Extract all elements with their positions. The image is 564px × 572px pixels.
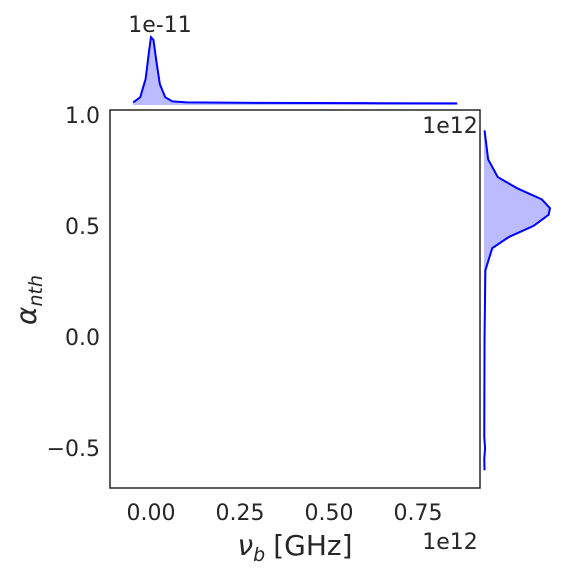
x-label-unit: [GHz] bbox=[273, 529, 352, 562]
right-offset: 1e12 bbox=[422, 114, 478, 139]
x-tick-label: 0.25 bbox=[215, 501, 264, 526]
y-label-symbol: α bbox=[10, 306, 43, 325]
x-label: νb [GHz] bbox=[238, 529, 353, 566]
axes-frame bbox=[109, 109, 481, 489]
y-label-sub: nth bbox=[25, 275, 47, 307]
x-tick-label: 0.00 bbox=[126, 501, 175, 526]
top-kde-line bbox=[132, 35, 458, 105]
x-label-symbol: ν bbox=[238, 529, 254, 562]
x-offset: 1e12 bbox=[422, 530, 478, 555]
x-tick-label: 0.50 bbox=[305, 501, 354, 526]
x-tick-label: 0.75 bbox=[394, 501, 443, 526]
y-tick-label: 1.0 bbox=[65, 104, 100, 129]
x-label-sub: b bbox=[253, 544, 265, 566]
right-kde-area bbox=[484, 130, 550, 471]
right-kde-line bbox=[483, 130, 552, 471]
y-label: αnth bbox=[10, 275, 47, 325]
y-tick-label: 0.5 bbox=[65, 215, 100, 240]
y-tick-label: −0.5 bbox=[47, 437, 100, 462]
top-kde-area bbox=[133, 37, 458, 105]
top-offset: 1e-11 bbox=[128, 13, 191, 38]
y-tick-label: 0.0 bbox=[65, 326, 100, 351]
